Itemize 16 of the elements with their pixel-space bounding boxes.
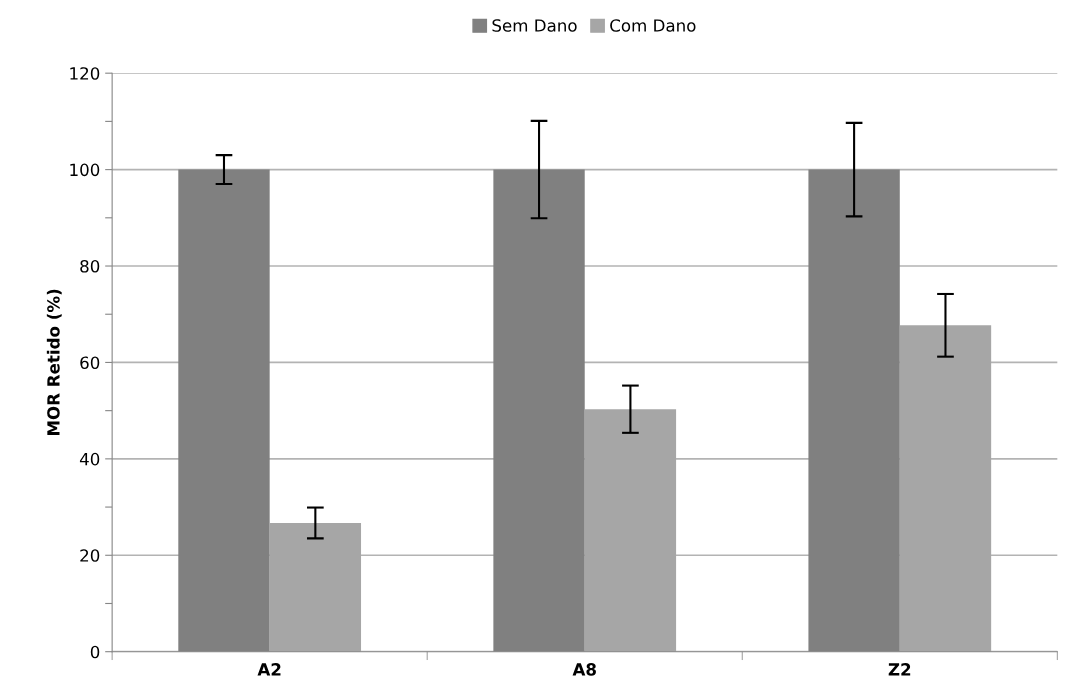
x-tick-label: A8	[572, 663, 596, 676]
bar	[584, 409, 677, 652]
y-tick-label: 100	[70, 163, 100, 177]
x-tick-label: A2	[257, 663, 281, 676]
y-tick-label: 20	[80, 549, 100, 562]
legend-label: Sem Dano	[492, 19, 577, 32]
bar	[899, 325, 992, 652]
y-tick-label: 0	[90, 645, 100, 659]
y-axis-title: MOR Retido (%)	[46, 289, 62, 436]
legend-label: Com Dano	[610, 19, 696, 32]
y-tick-label: 40	[79, 452, 100, 466]
y-tick-label: 60	[80, 356, 100, 370]
x-tick-label: Z2	[888, 663, 911, 676]
y-tick-label: 80	[80, 259, 100, 273]
y-tick-label: 120	[70, 67, 100, 80]
bar	[269, 522, 362, 652]
